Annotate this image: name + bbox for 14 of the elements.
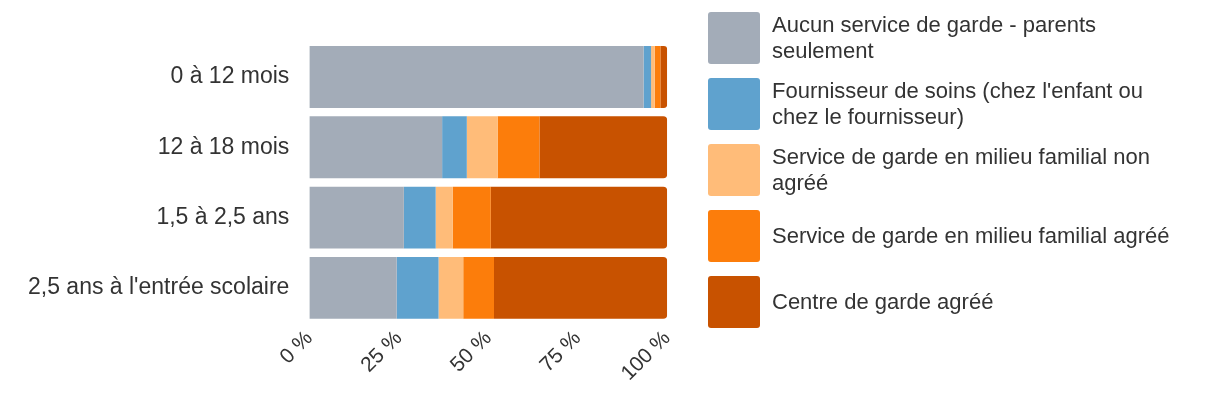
x-tick-label: 25 % — [355, 325, 406, 376]
x-tick-label: 0 % — [274, 325, 317, 368]
legend-label: Aucun service de garde - parents seulement — [772, 12, 1098, 64]
x-tick-label: 100 % — [615, 325, 675, 385]
y-tick-label: 2,5 ans à l'entrée scolaire — [27, 273, 290, 300]
y-tick-label: 12 à 18 mois — [157, 132, 290, 159]
x-tick-label: 75 % — [534, 325, 585, 376]
y-tick-label: 0 à 12 mois — [170, 62, 290, 89]
legend-label: Centre de garde agréé — [772, 289, 995, 315]
legend-label: Service de garde en milieu familial non agréé — [772, 144, 1151, 196]
legend-label: Fournisseur de soins (chez l'enfant ou chez le fournisseur) — [772, 78, 1145, 130]
x-tick-label: 50 % — [445, 325, 496, 376]
legend-label: Service de garde en milieu familial agréé — [772, 223, 1171, 249]
y-tick-label: 1,5 à 2,5 ans — [156, 202, 290, 229]
